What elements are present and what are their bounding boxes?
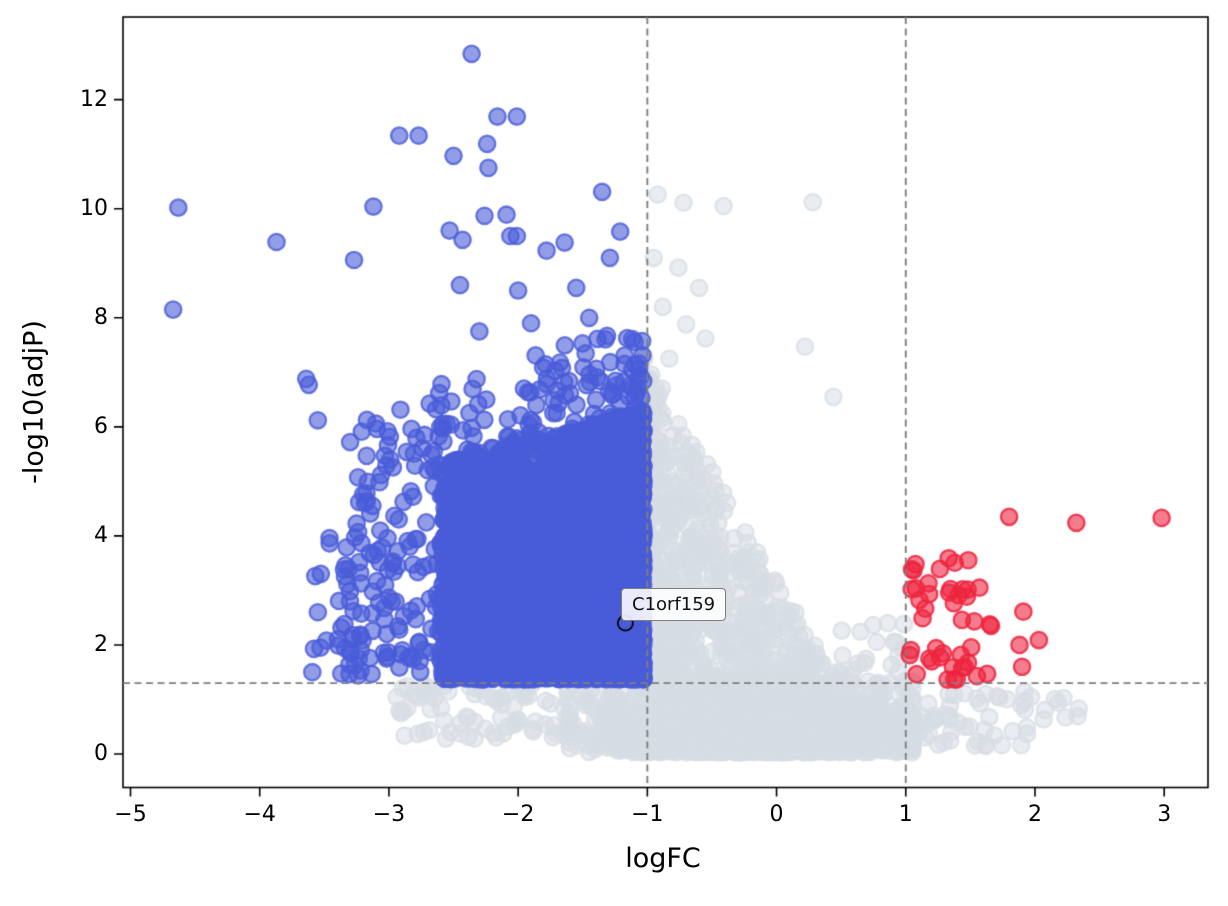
x-tick-label: −2 (501, 801, 535, 827)
y-tick-label: 10 (80, 195, 108, 221)
x-tick-label: 0 (769, 801, 784, 827)
y-tick-label: 6 (94, 413, 108, 439)
x-tick-label: −3 (372, 801, 406, 827)
y-tick-label: 4 (94, 522, 108, 548)
x-tick-label: 3 (1157, 801, 1172, 827)
y-tick-label: 8 (94, 304, 108, 330)
y-tick-label: 0 (94, 741, 108, 767)
x-tick-label: 1 (898, 801, 913, 827)
x-axis-label: logFC (625, 843, 701, 874)
x-tick-label: 2 (1027, 801, 1042, 827)
y-axis-label: -log10(adjP) (18, 320, 50, 484)
gene-annotation-label: C1orf159 (621, 588, 727, 621)
y-tick-label: 2 (94, 631, 108, 657)
x-tick-label: −5 (114, 801, 147, 827)
x-tick-label: −4 (243, 801, 276, 827)
y-tick-label: 12 (80, 86, 108, 112)
x-tick-label: −1 (631, 801, 664, 827)
